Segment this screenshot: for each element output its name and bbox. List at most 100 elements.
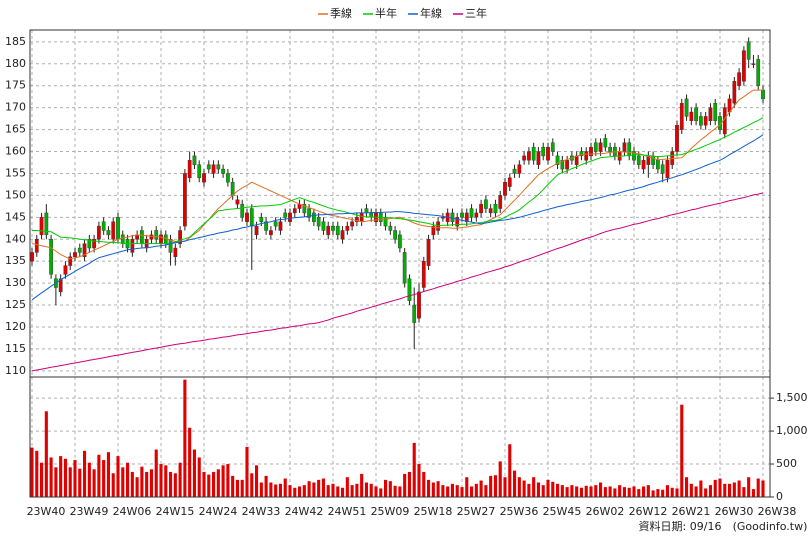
x-tick-label: 26W21 [672, 505, 711, 518]
candle-body [264, 221, 268, 231]
volume-bar [283, 478, 287, 497]
candle-body [517, 164, 522, 174]
volume-bar [532, 477, 536, 497]
candle-body [694, 107, 698, 122]
candle-body [426, 239, 431, 266]
candle-body [651, 155, 655, 165]
source: (Goodinfo.tw) [733, 520, 808, 533]
volume-bar [250, 473, 254, 497]
volume-bar [341, 487, 345, 497]
volume-bar [317, 479, 321, 497]
volume-bar [431, 482, 435, 497]
candle-body [412, 304, 417, 323]
volume-bar [407, 471, 411, 497]
volume-bar [154, 449, 158, 497]
date-note: 資料日期: 09/16 [639, 519, 722, 533]
x-tick-label: 25W18 [414, 505, 453, 518]
candle-body [44, 212, 49, 236]
volume-bar [680, 404, 684, 497]
candle-body [259, 217, 264, 222]
volume-bar [97, 454, 101, 497]
volume-frame [29, 376, 771, 498]
candle-body [531, 146, 536, 161]
y-tick-label: 165 [5, 123, 26, 136]
candle-body [197, 164, 202, 179]
candle-body [82, 243, 87, 258]
volume-bar [747, 477, 751, 497]
x-tick-label: 26W02 [586, 505, 625, 518]
volume-bar [111, 473, 115, 497]
candle-body [593, 142, 598, 152]
volume-bar [92, 469, 96, 497]
volume-bar [594, 485, 598, 497]
volume-bar [49, 457, 53, 497]
candle-body [73, 252, 77, 258]
candle-body [751, 63, 756, 65]
candle-body [292, 208, 297, 214]
volume-bar [87, 462, 91, 497]
volume-bar [742, 487, 746, 497]
volume-bar [546, 479, 550, 497]
volume-bar [541, 485, 545, 497]
candle-body [183, 173, 187, 227]
volume-bar [417, 464, 421, 497]
candle-body [507, 177, 512, 187]
y-tick-label: 115 [5, 342, 26, 355]
candle-body [665, 160, 670, 179]
volume-bar [479, 480, 483, 497]
volume-bar [326, 485, 330, 497]
candle-body [560, 160, 565, 170]
volume-bar [312, 482, 316, 497]
volume-bar [527, 483, 531, 497]
volume-bar [149, 469, 153, 497]
candle-body [206, 164, 211, 170]
volume-bar [508, 444, 512, 497]
volume-bar [106, 452, 110, 497]
volume-bar [732, 482, 736, 497]
volume-bar [30, 447, 34, 497]
candle-body [388, 225, 393, 231]
volume-bar [436, 481, 440, 497]
candle-body [221, 168, 225, 174]
candle-body [316, 217, 321, 227]
volume-bar [618, 485, 622, 497]
volume-bar [384, 479, 388, 497]
x-tick-label: 26W30 [715, 505, 754, 518]
candle-body [340, 230, 345, 240]
candle-body [708, 107, 713, 122]
volume-bar [212, 471, 216, 497]
ma-line [31, 134, 764, 301]
candle-body [364, 208, 369, 214]
volume-bar [393, 485, 397, 497]
volume-bar [513, 470, 517, 497]
candle-body [622, 142, 627, 152]
volume-bar [54, 467, 58, 497]
y-tick-label: 135 [5, 254, 26, 267]
volume-bar [522, 480, 526, 497]
candle-body [546, 146, 550, 161]
volume-bar [599, 482, 603, 497]
candle-body [240, 203, 245, 218]
volume-bar [78, 468, 82, 497]
y-tick-label: 155 [5, 166, 26, 179]
volume-tick-label: 1,500 [776, 391, 808, 404]
candle-body [474, 212, 479, 218]
volume-bar [35, 450, 39, 497]
candle-body [192, 155, 197, 165]
x-tick-label: 25W09 [371, 505, 410, 518]
x-tick-label: 25W36 [500, 505, 539, 518]
candle-body [589, 146, 593, 157]
candle-body [273, 221, 278, 227]
candle-body [178, 230, 182, 244]
volume-bar [427, 479, 431, 497]
candle-body [598, 142, 603, 152]
candle-body [130, 239, 135, 253]
volume-bar [570, 485, 574, 497]
volume-bar [622, 487, 626, 497]
volume-bar [656, 489, 660, 497]
candle-body [713, 103, 718, 122]
volume-bar [708, 485, 712, 497]
volume-bar [264, 475, 268, 497]
candle-body [106, 230, 111, 236]
